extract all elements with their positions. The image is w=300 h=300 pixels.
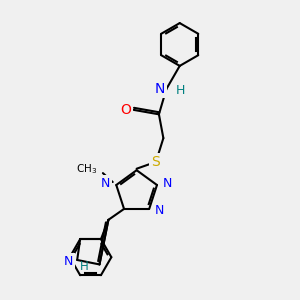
Text: N: N: [155, 204, 164, 217]
Text: O: O: [120, 103, 131, 117]
Text: S: S: [152, 155, 160, 169]
Text: H: H: [80, 260, 88, 273]
Text: N: N: [63, 255, 73, 268]
Text: N: N: [163, 177, 172, 190]
Text: N: N: [154, 82, 165, 96]
Text: H: H: [176, 84, 185, 97]
Text: CH$_3$: CH$_3$: [76, 162, 97, 176]
Text: N: N: [101, 177, 110, 190]
